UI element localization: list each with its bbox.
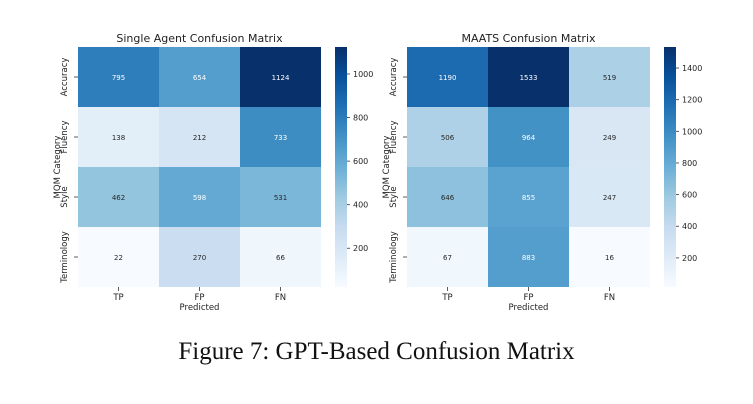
heatmap-cell <box>159 47 240 107</box>
colorbar-tick-label: 200 <box>353 244 368 253</box>
cell-value-label: 247 <box>603 194 616 202</box>
cell-value-label: 249 <box>603 134 616 142</box>
x-tick-label: TP <box>112 293 123 303</box>
heatmap-cell <box>240 167 321 227</box>
heatmap-cell <box>240 47 321 107</box>
heatmap-cell <box>240 227 321 287</box>
cell-value-label: 138 <box>112 134 125 142</box>
colorbar-tick-label: 1000 <box>682 127 702 136</box>
cell-value-label: 16 <box>605 254 614 262</box>
heatmap-cell <box>407 167 488 227</box>
cell-value-label: 462 <box>112 194 125 202</box>
y-tick-label: Style <box>389 186 399 207</box>
heatmap-cell <box>407 47 488 107</box>
cell-value-label: 964 <box>522 134 536 142</box>
colorbar-tick-label: 800 <box>682 159 697 168</box>
x-tick-label: FP <box>523 293 533 303</box>
heatmap-cell <box>78 47 159 107</box>
heatmap-cell <box>488 47 569 107</box>
heatmap-cell <box>569 167 650 227</box>
y-tick-label: Terminology <box>60 231 70 284</box>
x-tick-label: FP <box>194 293 204 303</box>
colorbar-tick-label: 400 <box>353 201 368 210</box>
colorbar-tick-label: 400 <box>682 222 697 231</box>
heatmap-cell <box>569 227 650 287</box>
cell-value-label: 1124 <box>272 74 290 82</box>
cell-value-label: 646 <box>441 194 455 202</box>
heatmap-cell <box>240 107 321 167</box>
confusion-matrix-figure: Single Agent Confusion Matrix 795 654 1124 1… <box>53 32 702 313</box>
heatmap-cell <box>78 107 159 167</box>
heatmap-cell <box>488 107 569 167</box>
cell-value-label: 506 <box>441 134 455 142</box>
y-axis-label: MQM Category <box>53 136 63 199</box>
heatmap-cell <box>569 107 650 167</box>
single-agent-heatmap: Single Agent Confusion Matrix 795 654 1124 1… <box>53 32 373 313</box>
cell-value-label: 270 <box>193 254 206 262</box>
chart-title: MAATS Confusion Matrix <box>461 32 596 45</box>
colorbar-tick-label: 1400 <box>682 64 702 73</box>
heatmap-cell <box>569 47 650 107</box>
heatmap-cell <box>407 107 488 167</box>
heatmap-cell <box>78 227 159 287</box>
y-tick-label: Style <box>60 186 70 207</box>
x-axis-label: Predicted <box>509 303 549 313</box>
y-tick-label: Fluency <box>60 121 70 154</box>
colorbar-tick-label: 1200 <box>682 96 702 105</box>
cell-value-label: 531 <box>274 194 287 202</box>
cell-value-label: 66 <box>276 254 285 262</box>
cell-value-label: 22 <box>114 254 123 262</box>
colorbar-tick-label: 1000 <box>353 70 373 79</box>
heatmap-cell <box>78 167 159 227</box>
cell-value-label: 519 <box>603 74 616 82</box>
cell-value-label: 855 <box>522 194 535 202</box>
colorbar-tick-label: 200 <box>682 254 697 263</box>
cell-value-label: 733 <box>274 134 287 142</box>
heatmap-cell <box>159 227 240 287</box>
y-tick-label: Accuracy <box>389 58 399 97</box>
heatmap-cell <box>407 227 488 287</box>
maats-heatmap: MAATS Confusion Matrix 1190 1533 519 506 964 2… <box>382 32 702 313</box>
colorbar-tick-label: 800 <box>353 114 368 123</box>
heatmap-cell <box>159 167 240 227</box>
heatmap-cell <box>488 227 569 287</box>
cell-value-label: 883 <box>522 254 535 262</box>
heatmap-cell <box>488 167 569 227</box>
y-axis-label: MQM Category <box>382 136 392 199</box>
x-axis-label: Predicted <box>180 303 220 313</box>
cell-value-label: 598 <box>193 194 206 202</box>
colorbar <box>335 47 347 287</box>
cell-value-label: 1533 <box>520 74 538 82</box>
cell-value-label: 1190 <box>439 74 457 82</box>
x-tick-label: FN <box>275 293 286 303</box>
cell-value-label: 795 <box>112 74 125 82</box>
cell-value-label: 67 <box>443 254 452 262</box>
colorbar <box>664 47 676 287</box>
colorbar-tick-label: 600 <box>353 157 368 166</box>
x-tick-label: TP <box>441 293 452 303</box>
cell-value-label: 654 <box>193 74 207 82</box>
cell-value-label: 212 <box>193 134 206 142</box>
heatmap-cell <box>159 107 240 167</box>
x-tick-label: FN <box>604 293 615 303</box>
colorbar-tick-label: 600 <box>682 191 697 200</box>
y-tick-label: Terminology <box>389 231 399 284</box>
chart-title: Single Agent Confusion Matrix <box>116 32 283 45</box>
figure-caption: Figure 7: GPT-Based Confusion Matrix <box>178 338 575 365</box>
y-tick-label: Accuracy <box>60 58 70 97</box>
y-tick-label: Fluency <box>389 121 399 154</box>
